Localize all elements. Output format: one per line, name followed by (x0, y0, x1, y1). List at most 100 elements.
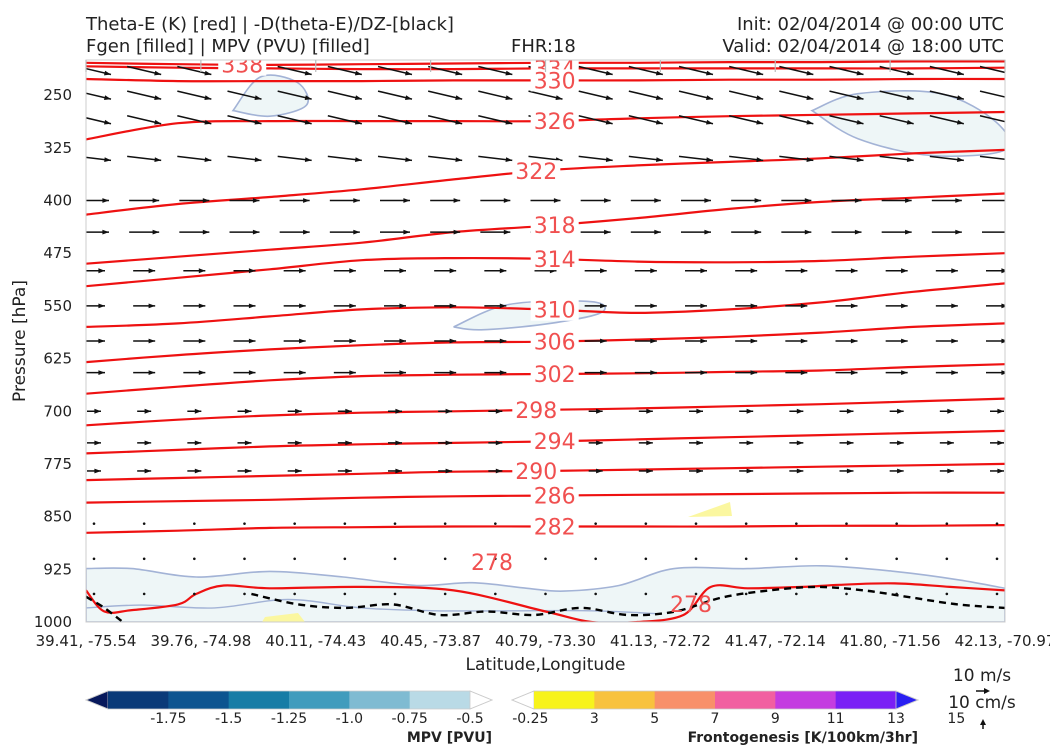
wind-vector (785, 338, 808, 344)
wind-vector (939, 408, 954, 414)
wind-vector (578, 90, 613, 100)
wind-vector (744, 522, 748, 525)
wind-vector (789, 468, 804, 474)
wind-vector (86, 92, 112, 100)
wind-vector-head (605, 95, 613, 100)
wind-vector-head (696, 440, 703, 446)
wind-vector (133, 303, 156, 309)
wind-vector (739, 440, 754, 446)
wind-vector (831, 198, 862, 203)
wind-vector (990, 440, 1004, 446)
wind-vector (133, 338, 156, 344)
wind-vector (287, 440, 302, 446)
wind-vector (384, 268, 406, 274)
wind-vector (594, 522, 597, 525)
wind-vector (678, 155, 714, 162)
x-tick-label: 41.13, -72.72 (610, 632, 711, 650)
wind-vector (227, 155, 262, 162)
wind-vector (835, 268, 858, 274)
wind-vector (995, 522, 999, 525)
wind-vector-head (154, 157, 162, 162)
y-tick-label: 250 (43, 86, 72, 104)
wind-vector (193, 557, 196, 561)
fgen-colorbar-tick: 13 (887, 711, 905, 727)
wind-vector (895, 592, 898, 596)
contour-label-290: 290 (515, 460, 557, 485)
mpv-colorbar-label: MPV [PVU] (407, 730, 492, 746)
wind-vector (333, 303, 356, 309)
wind-vector-dot (995, 592, 999, 596)
wind-vector (293, 522, 296, 525)
wind-vector-head (104, 157, 111, 162)
wind-vector (187, 408, 202, 414)
wind-vector (92, 557, 96, 561)
wind-vector (327, 114, 363, 125)
mpv-region-0 (231, 74, 309, 118)
contour-label-bg (530, 330, 579, 353)
wind-vector-head (646, 468, 653, 474)
wind-vector-dot (243, 522, 246, 525)
wind-vector (731, 198, 762, 203)
wind-vector (428, 155, 463, 162)
wind-vector-head (449, 338, 457, 344)
wind-vector-head (951, 268, 958, 274)
wind-vector (494, 557, 497, 561)
wind-vector-head (354, 119, 362, 125)
wind-vector-head (646, 440, 653, 446)
wind-vector-dot (443, 522, 447, 525)
wind-vector (995, 592, 999, 596)
wind-vector (694, 592, 698, 596)
wind-vector (287, 408, 302, 414)
wind-vector-head (901, 338, 908, 344)
contour-label-318: 318 (534, 214, 576, 239)
wind-vector (427, 90, 463, 100)
wind-vector (528, 90, 563, 100)
wind-vector-head (204, 95, 212, 100)
wind-vector (638, 440, 653, 446)
wind-vector-dot (293, 592, 296, 596)
wind-vector (644, 557, 648, 561)
wind-vector (779, 90, 814, 100)
wind-vector (795, 522, 798, 525)
wind-vector-head (303, 198, 310, 203)
wind-vector (177, 65, 212, 76)
wind-vector (689, 468, 703, 474)
wind-vector-head (144, 440, 152, 446)
wind-vector (728, 65, 764, 76)
wind-vector (986, 370, 1005, 375)
wind-vector (129, 229, 160, 235)
wind-vector (126, 65, 162, 76)
contour-label-302: 302 (534, 363, 576, 388)
wind-vector-head (600, 303, 607, 309)
contour-label-338: 338 (221, 54, 263, 79)
wind-vector (337, 440, 352, 446)
wind-vector-head (1001, 338, 1005, 344)
wind-vector-dot (393, 557, 397, 561)
vector-key-horizontal-label: 10 m/s (953, 666, 1011, 686)
wind-vector-head (399, 303, 406, 309)
x-tick-label: 40.45, -73.87 (380, 632, 481, 650)
contour-label-bg (530, 214, 579, 237)
wind-vector (986, 303, 1005, 309)
contour-label-282: 282 (534, 515, 576, 540)
wind-vector-head (194, 440, 202, 446)
wind-vector-head (906, 95, 914, 100)
wind-vector (388, 408, 402, 414)
wind-vector (630, 229, 661, 235)
colorbars: -1.75 -1.5 -1.25 -1.0 -0.75 -0.5 -0.25 MPV [PVU… (84, 690, 965, 746)
wind-vector (488, 408, 503, 414)
wind-vector (789, 440, 804, 446)
wind-vector-head (655, 95, 663, 100)
wind-vector-head (94, 440, 101, 446)
wind-vector (885, 303, 908, 309)
wind-vector (233, 370, 256, 375)
wind-vector-head (696, 468, 703, 474)
wind-vector-head (144, 468, 152, 474)
wind-vector-head (349, 268, 356, 274)
wind-vector (845, 592, 848, 596)
wind-vector (129, 198, 160, 203)
wind-vector-dot (845, 557, 848, 561)
wind-vector-dot (644, 522, 648, 525)
mpv-colorbar-swatch (168, 691, 230, 709)
wind-vector-head (405, 95, 412, 100)
